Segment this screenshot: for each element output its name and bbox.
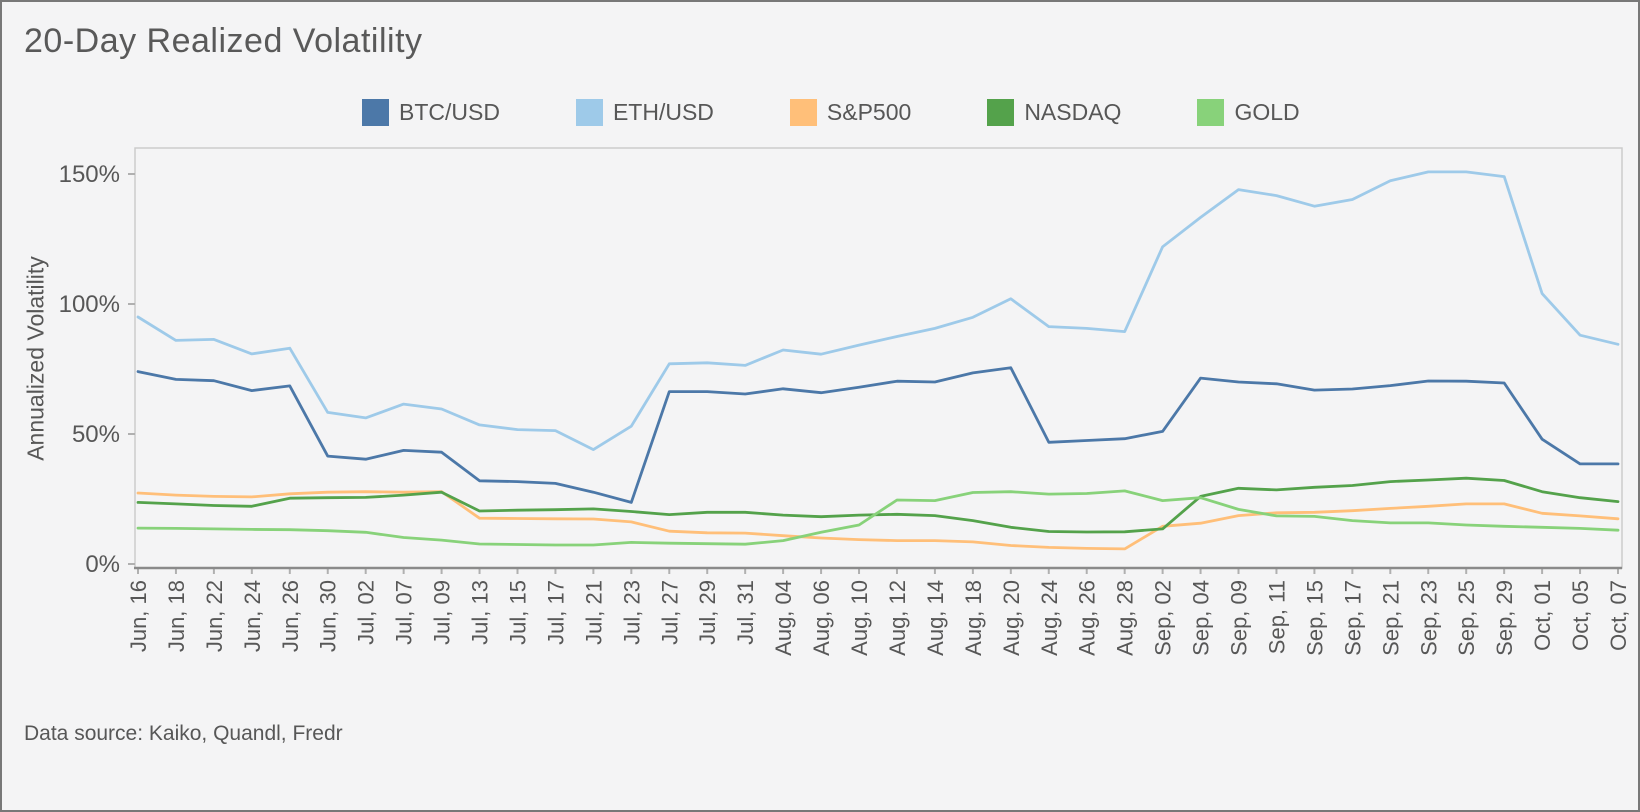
x-tick-label: Aug, 12 (885, 580, 910, 656)
x-tick-label: Sep, 25 (1454, 580, 1479, 656)
x-tick-label: Jul, 15 (505, 580, 530, 645)
x-tick-label: Aug, 20 (999, 580, 1024, 656)
x-tick-label: Jul, 29 (695, 580, 720, 645)
legend-label: GOLD (1234, 99, 1300, 125)
x-tick-label: Aug, 14 (923, 580, 948, 656)
x-tick-label: Sep, 02 (1151, 580, 1176, 656)
legend-swatch (789, 99, 817, 126)
x-tick-label: Jun, 30 (316, 580, 341, 652)
chart-title: 20-Day Realized Volatility (24, 22, 423, 60)
x-tick-label: Sep, 23 (1416, 580, 1441, 656)
y-axis: 0% 50% 100% 150% (59, 161, 135, 578)
series-line-s-p500 (136, 490, 1620, 551)
x-axis: Jun, 16 Jun, 18 Jun, 22 Jun, 24 Jun, 26 Jun, … (126, 568, 1631, 656)
x-tick-label: Aug, 18 (961, 580, 986, 656)
x-tick-label: Aug, 04 (771, 580, 796, 656)
x-tick-label: Jul, 27 (657, 580, 682, 645)
x-tick-label: Jun, 18 (164, 580, 189, 652)
x-tick-label: Jul, 09 (430, 580, 455, 645)
x-tick-label: Jul, 21 (581, 580, 606, 645)
x-tick-label: Jun, 16 (126, 580, 151, 652)
x-tick-label: Sep, 21 (1378, 580, 1403, 656)
x-tick-label: Sep, 29 (1492, 580, 1517, 656)
x-tick-label: Jun, 26 (278, 580, 303, 652)
series-line-eth-usd (136, 170, 1620, 452)
x-tick-label: Jul, 07 (392, 580, 417, 645)
legend-item-gold: GOLD (1197, 99, 1300, 126)
legend-swatch (1197, 99, 1225, 126)
legend-swatch (362, 99, 389, 126)
series-line-gold (136, 489, 1620, 547)
legend-label: BTC/USD (399, 99, 500, 125)
x-tick-label: Oct, 05 (1568, 580, 1593, 651)
data-source-note: Data source: Kaiko, Quandl, Fredr (24, 722, 343, 745)
x-tick-label: Oct, 07 (1606, 580, 1631, 651)
legend-item-nasdaq: NASDAQ (987, 99, 1121, 126)
x-tick-label: Jul, 31 (733, 580, 758, 645)
legend-swatch (575, 99, 603, 126)
x-tick-label: Jul, 13 (468, 580, 493, 645)
x-tick-label: Jul, 17 (543, 580, 568, 645)
legend-swatch (987, 99, 1015, 126)
x-tick-label: Sep, 15 (1302, 580, 1327, 656)
y-tick-label: 100% (59, 291, 120, 318)
x-tick-label: Sep, 04 (1189, 580, 1214, 656)
x-tick-label: Jul, 23 (619, 580, 644, 645)
x-tick-label: Aug, 24 (1037, 580, 1062, 656)
legend-item-eth-usd: ETH/USD (575, 99, 714, 126)
x-tick-label: Sep, 17 (1340, 580, 1365, 656)
x-tick-label: Aug, 10 (847, 580, 872, 656)
legend-label: S&P500 (826, 99, 912, 125)
x-tick-label: Oct, 01 (1530, 580, 1555, 651)
legend-label: ETH/USD (612, 99, 714, 125)
y-tick-label: 0% (85, 551, 120, 578)
series-line-btc-usd (136, 366, 1620, 504)
legend-label: NASDAQ (1024, 99, 1122, 125)
y-tick-label: 150% (59, 161, 120, 188)
x-tick-label: Aug, 26 (1075, 580, 1100, 656)
x-tick-label: Sep, 09 (1227, 580, 1252, 656)
legend-item-btc-usd: BTC/USD (362, 99, 500, 126)
plot-area (134, 147, 1623, 569)
x-tick-label: Aug, 28 (1113, 580, 1138, 656)
legend-item-s-p500: S&P500 (789, 99, 912, 126)
series-line-nasdaq (136, 476, 1620, 534)
x-tick-label: Jul, 02 (354, 580, 379, 645)
x-tick-label: Jun, 22 (202, 580, 227, 652)
legend: BTC/USD ETH/USD S&P500 NASDAQ GOLD (362, 99, 1300, 126)
x-tick-label: Aug, 06 (809, 580, 834, 656)
x-tick-label: Jun, 24 (240, 580, 265, 652)
x-tick-label: Sep, 11 (1264, 580, 1289, 654)
y-tick-label: 50% (72, 421, 120, 448)
